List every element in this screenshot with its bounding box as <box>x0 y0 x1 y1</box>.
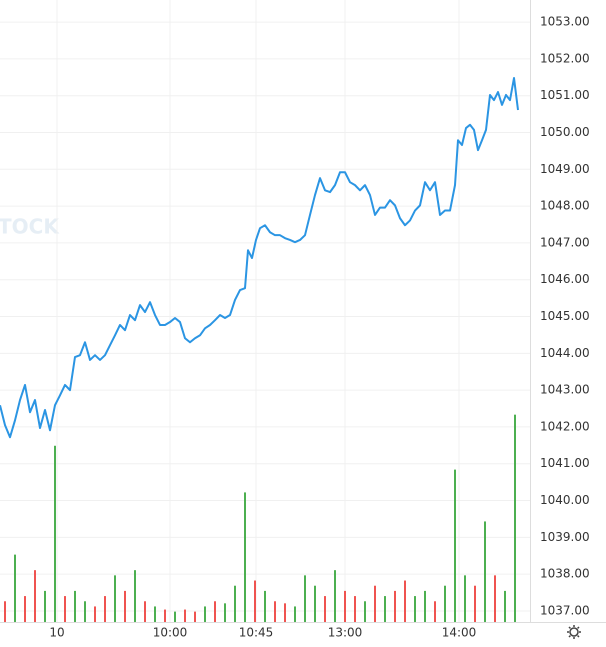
volume-bar <box>314 585 316 622</box>
volume-bar <box>24 596 26 622</box>
volume-bar <box>74 590 76 622</box>
volume-bar <box>344 590 346 622</box>
y-tick-label: 1039.00 <box>540 530 590 544</box>
x-tick-label: 14:00 <box>442 626 477 640</box>
volume-bar <box>164 609 166 622</box>
watermark: TOCK <box>0 215 60 239</box>
y-tick-label: 1040.00 <box>540 493 590 507</box>
volume-bar <box>94 606 96 622</box>
volume-bar <box>244 492 246 622</box>
y-tick-label: 1044.00 <box>540 346 590 360</box>
volume-bar <box>514 414 516 622</box>
volume-bar <box>434 601 436 622</box>
volume-bar <box>44 590 46 622</box>
x-tick-label: 10:00 <box>153 626 188 640</box>
volume-bar <box>414 596 416 622</box>
volume-bar <box>264 590 266 622</box>
volume-bar <box>184 609 186 622</box>
y-tick-label: 1041.00 <box>540 456 590 470</box>
y-tick-label: 1053.00 <box>540 15 590 29</box>
y-tick-label: 1046.00 <box>540 272 590 286</box>
volume-bar <box>204 606 206 622</box>
volume-bar <box>444 585 446 622</box>
volume-bar <box>354 596 356 622</box>
volume-bar <box>64 596 66 622</box>
volume-bar <box>144 601 146 622</box>
volume-bar <box>124 590 126 622</box>
y-tick-label: 1042.00 <box>540 419 590 433</box>
x-tick-label: 10:45 <box>239 626 274 640</box>
volume-bar <box>274 601 276 622</box>
y-tick-label: 1050.00 <box>540 125 590 139</box>
volume-bar <box>224 603 226 622</box>
volume-bar <box>214 601 216 622</box>
volume-bar <box>154 606 156 622</box>
volume-bar <box>14 554 16 622</box>
volume-bar <box>504 590 506 622</box>
volume-bar <box>324 596 326 622</box>
volume-bar <box>334 570 336 622</box>
volume-bar <box>4 601 6 622</box>
volume-bar <box>484 521 486 622</box>
volume-bar <box>364 601 366 622</box>
volume-bar <box>34 570 36 622</box>
volume-bar <box>174 611 176 622</box>
y-tick-label: 1045.00 <box>540 309 590 323</box>
settings-icon-ring[interactable] <box>569 627 579 637</box>
volume-bar <box>494 575 496 622</box>
volume-bar <box>384 596 386 622</box>
volume-bar <box>374 585 376 622</box>
volume-bar <box>254 580 256 622</box>
volume-bar <box>194 611 196 622</box>
settings-icon[interactable] <box>567 625 581 639</box>
volume-bar <box>404 580 406 622</box>
volume-bar <box>294 606 296 622</box>
volume-bar <box>234 585 236 622</box>
y-tick-label: 1048.00 <box>540 199 590 213</box>
y-tick-label: 1038.00 <box>540 567 590 581</box>
y-tick-label: 1052.00 <box>540 51 590 65</box>
volume-bar <box>114 575 116 622</box>
volume-bar <box>424 590 426 622</box>
volume-bar <box>134 570 136 622</box>
x-tick-label: 13:00 <box>328 626 363 640</box>
volume-bar <box>104 596 106 622</box>
volume-bar <box>474 585 476 622</box>
y-tick-label: 1043.00 <box>540 383 590 397</box>
y-tick-label: 1051.00 <box>540 88 590 102</box>
price-line <box>0 77 519 439</box>
volume-bar <box>284 603 286 622</box>
volume-bar <box>464 575 466 622</box>
y-tick-label: 1037.00 <box>540 603 590 617</box>
volume-bar <box>54 445 56 622</box>
y-tick-label: 1047.00 <box>540 235 590 249</box>
y-tick-label: 1049.00 <box>540 162 590 176</box>
volume-bar <box>304 575 306 622</box>
volume-bar <box>84 601 86 622</box>
settings-icon-spokes[interactable] <box>567 625 581 639</box>
volume-bar <box>454 469 456 622</box>
volume-bar <box>394 590 396 622</box>
x-tick-label: 10 <box>49 626 64 640</box>
